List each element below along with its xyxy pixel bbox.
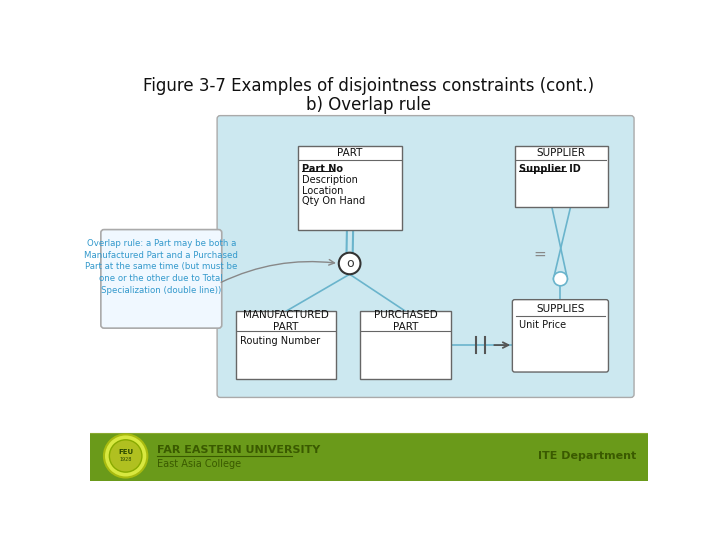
- Text: Supplier ID: Supplier ID: [519, 164, 581, 174]
- Circle shape: [104, 434, 148, 477]
- Text: MANUFACTURED
PART: MANUFACTURED PART: [243, 310, 329, 332]
- Text: ITE Department: ITE Department: [538, 451, 636, 461]
- Text: Description: Description: [302, 175, 359, 185]
- Text: PURCHASED
PART: PURCHASED PART: [374, 310, 437, 332]
- FancyBboxPatch shape: [101, 230, 222, 328]
- Text: Location: Location: [302, 186, 343, 195]
- Circle shape: [554, 272, 567, 286]
- Circle shape: [339, 253, 361, 274]
- Text: Figure 3-7 Examples of disjointness constraints (cont.): Figure 3-7 Examples of disjointness cons…: [143, 77, 595, 96]
- Bar: [90, 433, 648, 481]
- Text: Part No: Part No: [302, 164, 343, 174]
- Text: FEU: FEU: [118, 449, 133, 455]
- Text: PART: PART: [338, 147, 363, 158]
- Text: 1928: 1928: [120, 457, 132, 462]
- FancyBboxPatch shape: [515, 146, 608, 207]
- Text: o: o: [346, 257, 354, 270]
- Text: Routing Number: Routing Number: [240, 336, 320, 346]
- Text: Overlap rule: a Part may be both a
Manufactured Part and a Purchased
Part at the: Overlap rule: a Part may be both a Manuf…: [84, 239, 238, 295]
- Text: =: =: [533, 247, 546, 262]
- Text: East Asia College: East Asia College: [157, 459, 240, 469]
- FancyBboxPatch shape: [217, 116, 634, 397]
- FancyBboxPatch shape: [513, 300, 608, 372]
- FancyBboxPatch shape: [360, 311, 451, 379]
- Text: FAR EASTERN UNIVERSITY: FAR EASTERN UNIVERSITY: [157, 445, 320, 455]
- Text: SUPPLIER: SUPPLIER: [536, 147, 585, 158]
- Text: Qty On Hand: Qty On Hand: [302, 197, 366, 206]
- FancyBboxPatch shape: [235, 311, 336, 379]
- Text: Unit Price: Unit Price: [519, 320, 567, 330]
- FancyBboxPatch shape: [297, 146, 402, 231]
- Text: SUPPLIES: SUPPLIES: [536, 304, 585, 314]
- Text: b) Overlap rule: b) Overlap rule: [307, 96, 431, 114]
- Circle shape: [109, 440, 142, 472]
